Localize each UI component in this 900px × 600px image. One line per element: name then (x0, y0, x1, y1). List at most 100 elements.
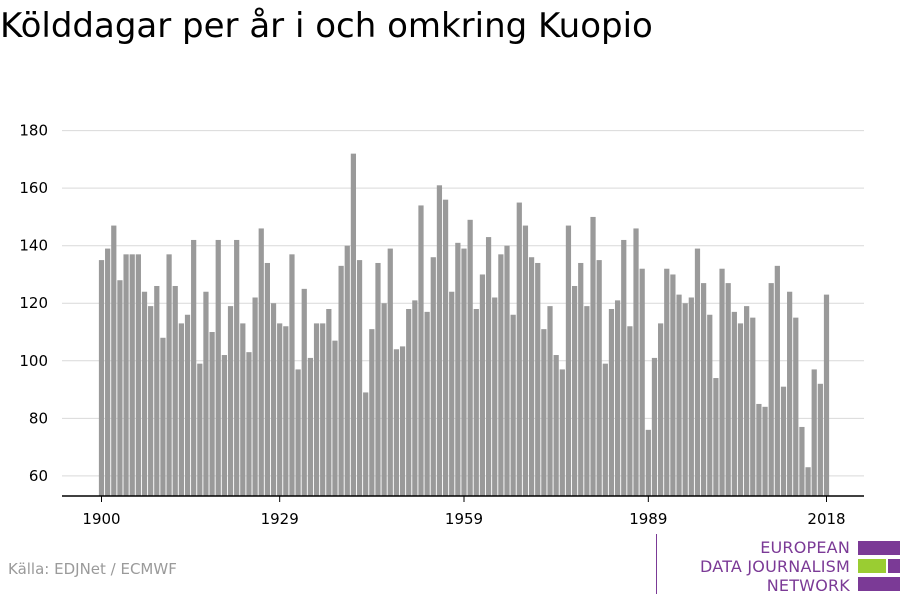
bar-1969 (522, 225, 529, 497)
bar-1989 (645, 429, 651, 496)
bar-2001 (719, 268, 725, 496)
bar-1910 (160, 337, 166, 496)
bar-2003 (731, 311, 737, 496)
bar-1939 (338, 265, 344, 496)
bar-1921 (227, 306, 234, 496)
y-tick-label: 180 (19, 122, 48, 140)
bar-1934 (307, 357, 314, 496)
bar-1957 (449, 291, 455, 496)
bar-1913 (178, 323, 184, 496)
bar-2015 (805, 467, 811, 496)
bar-1956 (442, 199, 449, 496)
bar-1920 (221, 355, 227, 496)
y-tick-label: 100 (19, 352, 48, 370)
bar-1936 (320, 323, 326, 496)
bar-1915 (191, 239, 197, 496)
bar-1932 (295, 369, 301, 496)
logo-text-line2: DATA JOURNALISM (700, 557, 850, 576)
source-note: Källa: EDJNet / ECMWF (8, 560, 177, 578)
bar-1950 (406, 309, 412, 496)
logo-text-line1: EUROPEAN (760, 538, 850, 557)
bar-1919 (215, 239, 221, 496)
bar-2002 (725, 283, 731, 496)
bar-1947 (387, 248, 393, 496)
bar-2006 (750, 317, 756, 496)
bar-1970 (528, 257, 535, 496)
bar-1972 (541, 329, 547, 496)
bar-2016 (811, 369, 817, 496)
bar-2005 (744, 306, 750, 496)
bars (98, 153, 830, 497)
bar-1907 (141, 291, 148, 496)
y-tick-label: 120 (19, 294, 48, 312)
bar-2011 (780, 386, 787, 496)
logo-stripe-middle (858, 559, 900, 573)
bar-1926 (258, 228, 264, 496)
bar-1927 (264, 262, 271, 496)
bar-1967 (510, 314, 516, 496)
bar-1961 (473, 309, 479, 496)
bar-1986 (627, 326, 633, 496)
bar-1968 (516, 202, 522, 497)
bar-1973 (547, 306, 553, 496)
bar-1995 (682, 303, 688, 496)
bar-1964 (492, 297, 498, 496)
bar-1935 (313, 323, 320, 496)
x-tick-label: 1900 (82, 510, 120, 528)
bar-1976 (565, 225, 572, 497)
bar-1959 (461, 248, 467, 496)
bar-2000 (713, 378, 719, 496)
bar-1916 (197, 363, 203, 496)
y-tick-label: 160 (19, 179, 48, 197)
bar-1985 (621, 239, 627, 496)
bar-1978 (578, 262, 584, 496)
bar-1902 (111, 225, 117, 497)
bar-1981 (596, 260, 602, 496)
bar-1994 (676, 294, 682, 496)
bar-1900 (98, 260, 105, 496)
bar-1998 (701, 283, 707, 496)
bar-1963 (485, 237, 492, 497)
x-tick-label: 2018 (807, 510, 845, 528)
bar-1941 (350, 153, 357, 496)
bar-1909 (154, 285, 160, 496)
x-tick-label: 1929 (261, 510, 299, 528)
logo-stripe-top (858, 541, 900, 555)
bar-1988 (639, 268, 645, 496)
bar-1991 (657, 323, 664, 496)
bar-1984 (614, 300, 621, 496)
bar-1931 (289, 254, 295, 496)
bar-1951 (412, 300, 418, 496)
bar-1911 (166, 254, 172, 496)
bar-1937 (326, 309, 332, 496)
y-tick-label: 60 (29, 467, 48, 485)
x-tick-label: 1989 (629, 510, 667, 528)
bar-1929 (277, 323, 283, 496)
bar-1925 (252, 297, 258, 496)
bar-1958 (455, 242, 461, 496)
bar-2012 (787, 291, 793, 496)
bar-1945 (375, 262, 381, 496)
bar-2010 (774, 265, 780, 496)
bar-1990 (651, 357, 658, 496)
bar-2018 (823, 294, 830, 496)
bar-1960 (467, 219, 473, 497)
bar-1974 (553, 355, 559, 496)
bar-1977 (571, 285, 578, 496)
bar-1983 (608, 309, 615, 496)
bar-1982 (602, 363, 608, 496)
bar-1944 (369, 329, 375, 496)
y-axis-labels: 60 80 100 120 140 160 180 (19, 122, 48, 485)
bar-2013 (793, 317, 799, 496)
bar-1980 (590, 216, 596, 496)
bar-1966 (504, 245, 510, 496)
bar-1903 (117, 280, 123, 496)
bar-1971 (535, 262, 541, 496)
bar-1904 (123, 254, 129, 496)
bar-1965 (498, 254, 504, 496)
bar-1949 (399, 346, 406, 496)
bar-1906 (135, 254, 141, 496)
bar-1942 (356, 260, 363, 496)
bar-1917 (203, 291, 209, 496)
bar-1918 (209, 332, 215, 496)
